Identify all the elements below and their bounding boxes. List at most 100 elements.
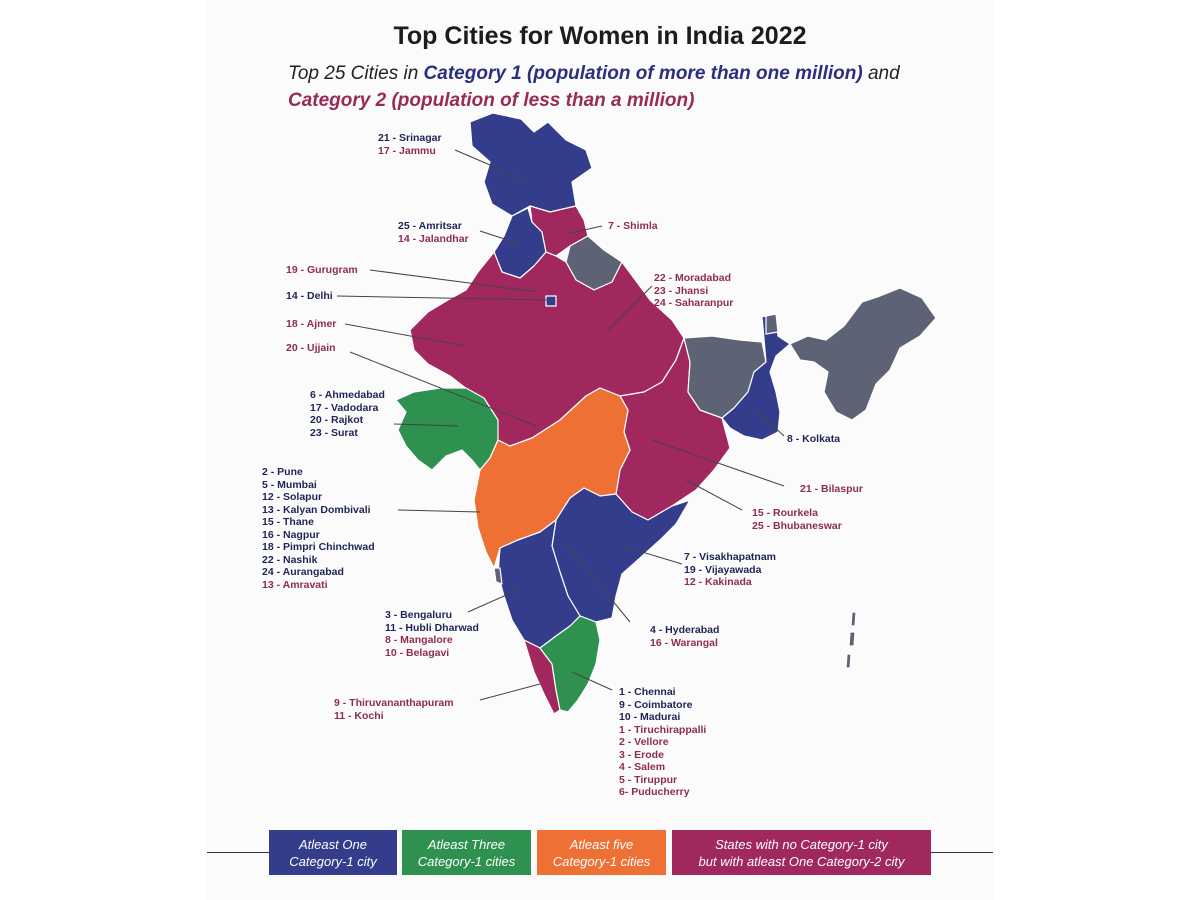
city-label: 23 - Surat [310, 426, 358, 439]
city-label: 8 - Kolkata [787, 433, 841, 445]
leader-line-tamilnadu [571, 671, 613, 691]
city-label: 21 - Bilaspur [800, 483, 864, 495]
label-uttar-pradesh: 22 - Moradabad 23 - Jhansi 24 - Saharanpur [654, 272, 733, 310]
region-telangana-andhra [551, 487, 691, 623]
legend-atleast-five: Atleast five Category-1 cities [537, 830, 666, 875]
label-haryana: 19 - Gurugram [286, 264, 358, 277]
label-jammu-kashmir: 21 - Srinagar 17 - Jammu [378, 132, 442, 157]
city-label: 20 - Rajkot [310, 414, 364, 426]
region-maharashtra [473, 387, 631, 569]
label-gujarat: 6 - Ahmedabad 17 - Vadodara 20 - Rajkot 23 … [310, 389, 385, 439]
leader-line-haryana [369, 269, 539, 293]
label-tamil-nadu: 1 - Chennai 9 - Coimbatore 10 - Madurai 1 -… [619, 686, 706, 799]
city-label: 18 - Pimpri Chinchwad [262, 541, 375, 553]
region-goa [493, 567, 503, 585]
city-label: 1 - Chennai [619, 686, 676, 698]
city-label: 7 - Shimla [608, 220, 658, 232]
subtitle-line-2: Category 2 (population of less than a mi… [288, 90, 694, 112]
label-himachal: 7 - Shimla [608, 220, 658, 233]
region-jammu-kashmir [469, 112, 593, 217]
city-label: 3 - Erode [619, 748, 664, 761]
city-label: 8 - Mangalore [385, 634, 453, 646]
region-delhi [545, 295, 557, 307]
legend-atleast-one: Atleast One Category-1 city [269, 830, 397, 875]
city-label: 25 - Amritsar [398, 220, 462, 232]
label-madhya-pradesh: 20 - Ujjain [286, 342, 336, 355]
label-delhi: 14 - Delhi [286, 290, 333, 303]
city-label: 3 - Bengaluru [385, 609, 453, 621]
page-title: Top Cities for Women in India 2022 [393, 22, 807, 50]
legend-line1: States with no Category-1 city [715, 836, 888, 852]
label-maharashtra: 2 - Pune 5 - Mumbai 12 - Solapur 13 - Kalya… [262, 466, 375, 591]
city-label: 4 - Salem [619, 761, 666, 773]
city-label: 23 - Jhansi [654, 284, 709, 297]
label-west-bengal: 8 - Kolkata [787, 433, 840, 446]
city-label: 19 - Vijayawada [684, 563, 762, 576]
leader-line-up [607, 285, 653, 331]
city-label: 9 - Thiruvananthapuram [334, 697, 454, 709]
leader-line-delhi [336, 295, 551, 301]
region-gujarat [395, 387, 499, 471]
city-label: 21 - Srinagar [378, 132, 442, 144]
city-label: 5 - Tiruppur [619, 773, 678, 786]
label-chhattisgarh: 21 - Bilaspur [800, 483, 863, 496]
city-label: 10 - Madurai [619, 711, 681, 723]
leader-line-rajasthan [344, 323, 466, 347]
legend-atleast-three: Atleast Three Category-1 cities [402, 830, 531, 875]
leader-lines [336, 149, 785, 701]
city-label: 15 - Rourkela [752, 507, 818, 519]
city-label: 15 - Thane [262, 516, 314, 528]
leader-line-odisha [685, 479, 743, 511]
leader-line-himachal [565, 225, 603, 235]
legend-rule-left [207, 852, 269, 853]
subtitle-part2: and [862, 63, 900, 84]
city-label: 2 - Pune [262, 466, 303, 478]
subtitle-category2: Category 2 (population of less than a mi… [288, 90, 695, 111]
label-punjab: 25 - Amritsar 14 - Jalandhar [398, 220, 469, 245]
city-label: 14 - Delhi [286, 290, 333, 302]
city-label: 25 - Bhubaneswar [752, 519, 842, 532]
city-label: 17 - Vadodara [310, 401, 379, 414]
label-telangana: 4 - Hyderabad 16 - Warangal [650, 624, 719, 649]
city-label: 11 - Hubli Dharwad [385, 621, 479, 634]
city-label: 12 - Kakinada [684, 576, 752, 588]
leader-line-chhattisgarh [651, 439, 785, 487]
city-label: 1 - Tiruchirappalli [619, 723, 707, 736]
city-label: 18 - Ajmer [286, 318, 337, 330]
region-west-bengal [721, 315, 791, 441]
subtitle-line-1: Top 25 Cities in Category 1 (population … [288, 63, 900, 85]
subtitle-category1: Category 1 (population of more than one … [423, 63, 863, 84]
city-label: 16 - Nagpur [262, 528, 320, 541]
label-odisha: 15 - Rourkela 25 - Bhubaneswar [752, 507, 842, 532]
subtitle-part1: Top 25 Cities in [288, 63, 424, 84]
city-label: 4 - Hyderabad [650, 624, 720, 636]
city-label: 14 - Jalandhar [398, 232, 469, 245]
city-label: 12 - Solapur [262, 491, 323, 503]
city-label: 2 - Vellore [619, 736, 669, 748]
leader-line-jk [454, 149, 531, 183]
city-label: 13 - Kalyan Dombivali [262, 503, 371, 516]
city-label: 11 - Kochi [334, 709, 384, 722]
city-label: 10 - Belagavi [385, 646, 450, 659]
legend-line1: Atleast five [569, 836, 634, 852]
legend-line2: but with atleast One Category-2 city [698, 853, 905, 869]
city-label: 13 - Amravati [262, 578, 328, 591]
legend-rule-right [931, 852, 993, 853]
region-andaman-islands [845, 611, 857, 669]
region-sikkim [765, 313, 779, 335]
city-label: 24 - Saharanpur [654, 297, 734, 309]
city-label: 22 - Nashik [262, 553, 318, 566]
leader-line-punjab [479, 230, 521, 245]
city-label: 17 - Jammu [378, 144, 436, 157]
leader-line-andhra [621, 545, 683, 565]
city-label: 6 - Ahmedabad [310, 389, 385, 401]
leader-line-telangana [565, 543, 631, 623]
city-label: 24 - Aurangabad [262, 566, 344, 578]
city-label: 20 - Ujjain [286, 342, 336, 354]
city-label: 7 - Visakhapatnam [684, 551, 777, 563]
legend-line2: Category-1 cities [552, 853, 651, 869]
label-karnataka: 3 - Bengaluru 11 - Hubli Dharwad 8 - Manga… [385, 609, 479, 659]
city-label: 5 - Mumbai [262, 478, 317, 491]
city-label: 19 - Gurugram [286, 264, 358, 276]
